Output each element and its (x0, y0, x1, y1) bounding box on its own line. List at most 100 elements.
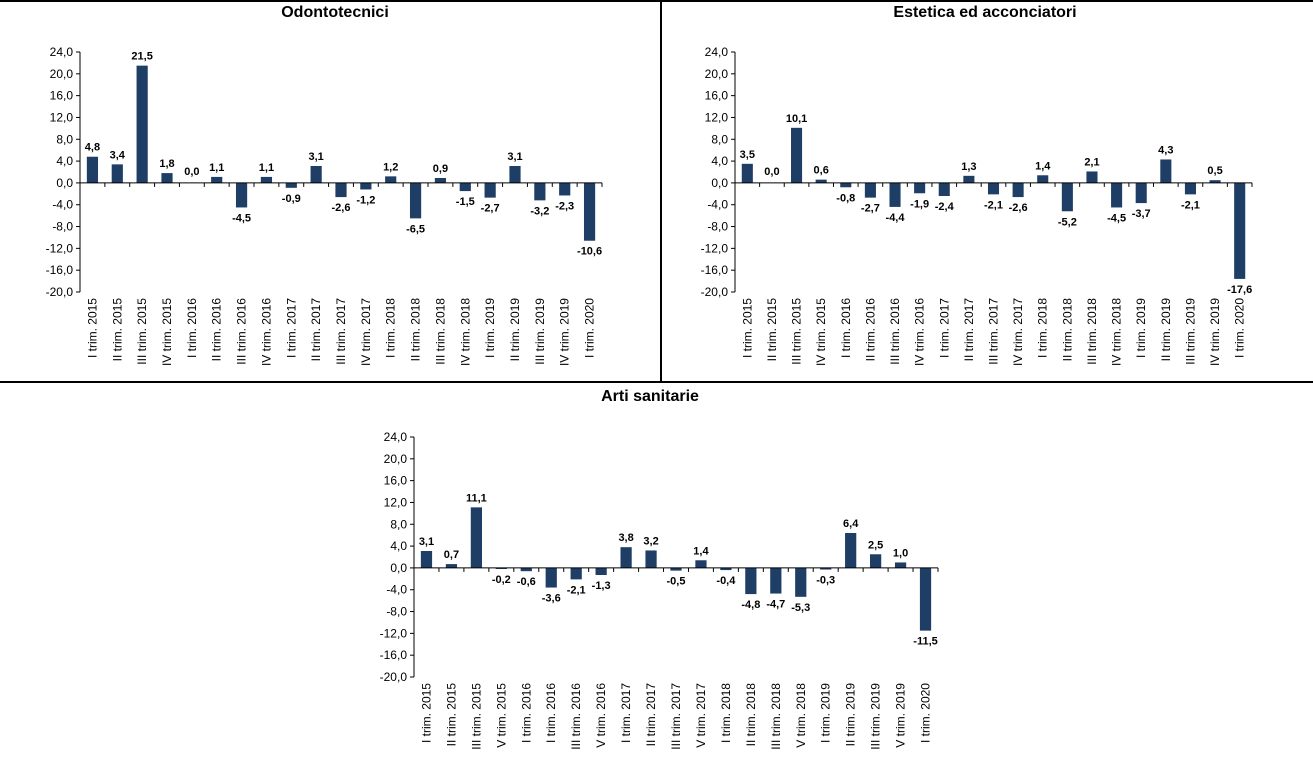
data-label: -0,9 (282, 193, 301, 205)
bar (509, 166, 521, 183)
x-tick-label: II trim. 2016 (863, 298, 877, 362)
bar (1061, 182, 1073, 212)
x-tick-label: IV trim. 2018 (458, 298, 472, 366)
data-label: 3,1 (419, 536, 434, 548)
bar (260, 176, 273, 183)
data-label: -5,3 (791, 602, 810, 614)
bar (695, 560, 707, 568)
x-tick-label: I trim. 2018 (719, 683, 733, 743)
data-label: -1,3 (592, 580, 611, 592)
data-label: 0,6 (814, 165, 829, 177)
bar (136, 65, 148, 183)
x-tick-label: III trim. 2018 (1085, 298, 1099, 365)
bar (1012, 182, 1024, 198)
y-tick-label: 4,0 (711, 154, 728, 168)
horizontal-divider (0, 381, 1313, 383)
x-tick-label: V trim. 2015 (494, 683, 508, 748)
data-label: -2,4 (935, 201, 955, 213)
y-tick-label: 0,0 (56, 176, 73, 190)
data-label: 1,2 (383, 161, 398, 173)
x-tick-label: I trim. 2017 (284, 298, 298, 358)
x-tick-label: III trim. 2015 (135, 298, 149, 365)
bar (583, 182, 596, 241)
data-label: -2,6 (1009, 202, 1028, 214)
chart-estetica-ed-acconciatori: Estetica ed acconciatori 24,0 20,0 16,0 12,0… (701, 4, 1253, 366)
data-label: 0,0 (764, 166, 779, 178)
x-tick-label: I trim. 2019 (1134, 298, 1148, 358)
data-label: -5,2 (1058, 216, 1077, 228)
data-label: 3,8 (618, 532, 633, 544)
bar (840, 182, 852, 188)
data-label: -3,7 (1132, 208, 1151, 220)
y-tick-label: 8,0 (711, 132, 728, 146)
data-label: 3,4 (110, 149, 126, 161)
bar (484, 182, 496, 198)
y-tick-label: -4,0 (707, 198, 728, 212)
bar (470, 507, 482, 568)
data-label: -2,1 (984, 199, 1003, 211)
x-tick-label: III trim. 2016 (888, 298, 902, 365)
data-label: -0,2 (492, 574, 511, 586)
chart-odontotecnici: Odontotecnici 24,0 20,0 16,0 12,0 8,0 4,0 0,0 -4… (46, 4, 603, 366)
data-label: -10,6 (577, 246, 602, 258)
bar (645, 550, 657, 568)
bar (670, 567, 682, 571)
x-tick-label: IV trim. 2018 (1110, 298, 1124, 366)
x-tick-label: IV trim. 2015 (814, 298, 828, 366)
bar (211, 176, 223, 183)
data-label: -4,5 (1107, 212, 1126, 224)
y-tick-label: -20,0 (380, 670, 408, 684)
x-tick-label: I trim. 2020 (919, 683, 933, 743)
y-tick-label: 16,0 (705, 89, 729, 103)
data-label: -0,4 (716, 575, 736, 587)
data-label: 2,5 (868, 539, 883, 551)
x-tick-label: III trim. 2016 (569, 683, 583, 750)
x-tick-label: I trim. 2020 (583, 298, 597, 358)
data-label: -4,4 (886, 212, 906, 224)
y-tick-label: -20,0 (701, 285, 729, 299)
data-label: -2,1 (1181, 199, 1200, 211)
x-tick-label: I trim. 2016 (185, 298, 199, 358)
bar (360, 182, 372, 190)
x-tick-label: I trim. 2018 (384, 298, 398, 358)
data-label: 1,4 (693, 545, 709, 557)
x-tick-label: I trim. 2018 (1036, 298, 1050, 358)
data-label: 0,9 (433, 163, 448, 175)
x-tick-label: V trim. 2016 (594, 683, 608, 748)
y-tick-label: 0,0 (711, 176, 728, 190)
data-label: -4,5 (232, 212, 251, 224)
x-tick-label: I trim. 2017 (937, 298, 951, 358)
data-label: 0,0 (184, 166, 199, 178)
bar (791, 127, 803, 183)
bar (161, 173, 173, 183)
data-label: -1,5 (456, 196, 475, 208)
x-tick-label: IV trim. 2016 (913, 298, 927, 366)
bar (545, 567, 557, 588)
chart-title: Odontotecnici (281, 4, 389, 21)
bar (111, 164, 123, 183)
x-tick-label: II trim. 2018 (744, 683, 758, 747)
x-tick-label: I trim. 2017 (619, 683, 633, 743)
bar (559, 182, 571, 196)
bar (534, 182, 546, 201)
y-tick-label: -4,0 (52, 198, 73, 212)
x-tick-label: III trim. 2019 (869, 683, 883, 750)
bar (595, 567, 607, 575)
bar (938, 182, 950, 196)
x-tick-label: III trim. 2019 (1183, 298, 1197, 365)
x-tick-label: III trim. 2015 (469, 683, 483, 750)
y-tick-label: 20,0 (50, 67, 74, 81)
y-tick-label: 20,0 (384, 452, 408, 466)
data-label: 3,1 (507, 151, 522, 163)
chart-arti-sanitarie: Arti sanitarie 24,0 20,0 16,0 12,0 8,0 4,0 0,0 -… (380, 388, 939, 750)
data-label: -2,7 (861, 203, 880, 215)
y-tick-label: -16,0 (46, 263, 74, 277)
data-label: -2,6 (332, 202, 351, 214)
bar (409, 182, 422, 219)
bar (894, 562, 907, 568)
y-tick-label: -16,0 (701, 263, 729, 277)
y-tick-label: 12,0 (50, 110, 74, 124)
data-label: 4,8 (85, 142, 100, 154)
data-label: -0,6 (517, 576, 536, 588)
